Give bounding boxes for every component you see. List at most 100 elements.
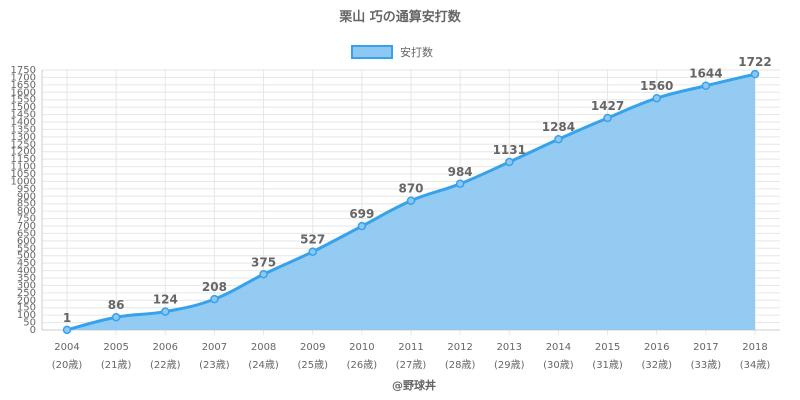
x-tick-label: 2014	[546, 342, 571, 353]
data-point	[750, 69, 760, 79]
x-tick-label: 2018	[742, 342, 767, 353]
legend[interactable]: 安打数	[351, 45, 433, 59]
y-tick-label: 800	[17, 206, 36, 217]
y-tick-label: 1550	[11, 95, 36, 106]
x-tick-label: 2017	[693, 342, 718, 353]
y-tick-label: 0	[30, 325, 36, 336]
data-point	[455, 179, 465, 189]
x-tick-label: 2006	[153, 342, 178, 353]
y-tick-label: 1400	[11, 117, 36, 128]
y-tick-label: 1000	[11, 176, 36, 187]
data-point	[406, 196, 416, 205]
data-point	[111, 312, 121, 322]
legend-label: 安打数	[400, 45, 433, 59]
x-tick-label: 2016	[644, 342, 669, 353]
y-tick-label: 1500	[11, 102, 36, 113]
data-label: 375	[251, 255, 276, 269]
data-point	[603, 113, 612, 123]
y-tick-label: 600	[17, 236, 36, 247]
x-tick-sublabel: (34歳)	[740, 359, 771, 371]
data-label: 1560	[640, 79, 673, 93]
y-tick-label: 1700	[11, 72, 36, 83]
x-tick-label: 2012	[447, 342, 472, 353]
y-tick-label: 1050	[11, 169, 36, 180]
x-tick-sublabel: (27歳)	[396, 359, 427, 371]
data-label: 1427	[591, 99, 624, 113]
data-point	[62, 325, 72, 335]
y-tick-label: 1100	[11, 162, 36, 173]
x-tick-label: 2008	[251, 342, 276, 353]
x-tick-label: 2011	[398, 342, 423, 353]
y-tick-label: 1650	[11, 80, 36, 91]
y-tick-label: 1300	[11, 132, 36, 143]
data-point	[357, 221, 367, 231]
data-point	[259, 270, 268, 279]
y-tick-label: 950	[17, 184, 36, 195]
data-label: 1131	[493, 143, 526, 157]
y-tick-label: 550	[17, 243, 36, 254]
y-tick-label: 1150	[11, 154, 36, 165]
data-point	[308, 247, 317, 256]
y-axis: 0501001502002503003504004505005506006507…	[11, 65, 36, 336]
data-label: 86	[108, 298, 125, 312]
y-tick-label: 1250	[11, 139, 36, 150]
y-tick-label: 900	[17, 191, 36, 202]
y-tick-label: 700	[17, 221, 36, 232]
x-tick-label: 2007	[202, 342, 227, 353]
x-tick-label: 2009	[300, 342, 325, 353]
y-tick-label: 1200	[11, 147, 36, 158]
y-tick-label: 200	[17, 295, 36, 306]
y-tick-label: 500	[17, 251, 36, 262]
y-tick-label: 400	[17, 266, 36, 277]
legend-swatch	[351, 45, 393, 59]
x-tick-label: 2013	[497, 342, 522, 353]
x-tick-sublabel: (31歳)	[592, 359, 623, 371]
x-tick-sublabel: (26歳)	[347, 359, 378, 371]
y-tick-label: 750	[17, 214, 36, 225]
x-tick-sublabel: (30歳)	[543, 359, 574, 371]
x-tick-sublabel: (29歳)	[494, 359, 525, 371]
data-point	[652, 93, 661, 103]
data-label: 1644	[689, 67, 722, 81]
y-tick-label: 650	[17, 228, 36, 239]
credit: @野球丼	[392, 378, 436, 392]
data-labels: 1 86 124 208 375 527 699 870 984 1131 1284 1427 1560…	[63, 55, 772, 325]
y-tick-label: 1600	[11, 87, 36, 98]
x-tick-sublabel: (23歳)	[199, 359, 230, 371]
x-tick-sublabel: (22歳)	[150, 359, 181, 371]
y-tick-label: 450	[17, 258, 36, 269]
data-label: 1284	[542, 120, 575, 134]
data-label: 527	[300, 233, 325, 247]
data-point	[701, 81, 711, 90]
data-label: 124	[153, 293, 178, 307]
data-label: 984	[448, 165, 473, 179]
x-tick-sublabel: (24歳)	[248, 359, 279, 371]
x-tick-sublabel: (20歳)	[52, 359, 83, 371]
y-tick-label: 100	[17, 310, 36, 321]
data-label: 699	[349, 207, 374, 221]
data-point	[210, 294, 219, 304]
x-tick-sublabel: (28歳)	[445, 359, 476, 371]
x-tick-sublabel: (32歳)	[641, 359, 672, 371]
x-tick-label: 2015	[595, 342, 620, 353]
x-axis: 2004 (20歳) 2005 (21歳) 2006 (22歳) 2007 (23歳) 2008…	[52, 342, 771, 371]
data-label: 1722	[738, 55, 771, 69]
data-point	[554, 134, 563, 144]
y-tick-label: 250	[17, 288, 36, 299]
y-tick-label: 50	[23, 318, 36, 329]
data-label: 208	[202, 280, 227, 294]
y-tick-label: 150	[17, 303, 36, 314]
x-tick-sublabel: (33歳)	[691, 359, 722, 371]
chart-title: 栗山 巧の通算安打数	[339, 9, 462, 25]
x-tick-sublabel: (21歳)	[101, 359, 132, 371]
x-tick-label: 2005	[103, 342, 128, 353]
x-tick-label: 2004	[54, 342, 79, 353]
y-tick-label: 1350	[11, 124, 36, 135]
data-label: 1	[63, 311, 71, 325]
x-tick-sublabel: (25歳)	[297, 359, 328, 371]
y-tick-label: 350	[17, 273, 36, 284]
data-point	[161, 307, 170, 316]
data-label: 870	[398, 182, 423, 196]
y-tick-label: 1750	[11, 65, 36, 76]
